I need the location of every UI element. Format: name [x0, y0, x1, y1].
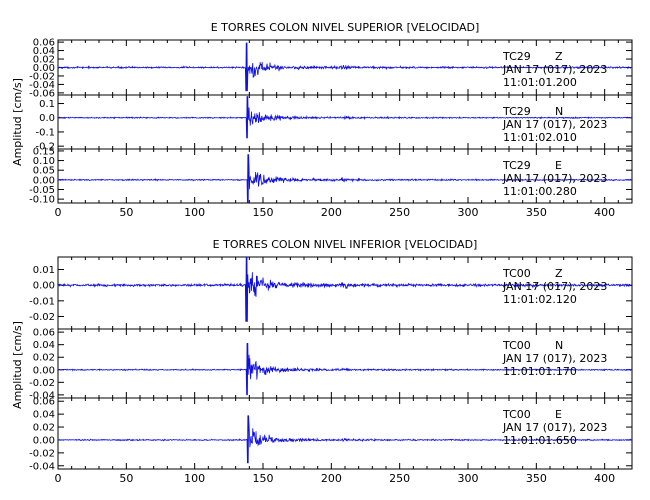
y-tick-label: 0.10: [33, 156, 55, 167]
y-tick-label: 0.00: [33, 281, 55, 292]
y-tick-label: -0.04: [29, 461, 55, 472]
y-tick-label: -0.05: [29, 185, 55, 196]
waveform-trace: [57, 96, 633, 139]
waveform-trace: [57, 154, 633, 204]
x-tick-label: 300: [458, 472, 479, 485]
x-tick-label: 200: [321, 206, 342, 219]
station-code: TC29: [502, 105, 531, 118]
y-tick-label: 0.05: [33, 166, 55, 177]
record-date: JAN 17 (017), 2023: [502, 352, 607, 365]
y-tick-label: 0.02: [33, 423, 55, 434]
x-tick-label: 100: [184, 472, 205, 485]
y-tick-label: 0.00: [33, 365, 55, 376]
record-time: 11:01:02.120: [503, 293, 577, 306]
y-axis-label: Amplitud [cm/s]: [11, 321, 24, 409]
component-label: E: [555, 408, 562, 421]
y-tick-label: 0.02: [33, 55, 55, 66]
x-tick-label: 300: [458, 206, 479, 219]
waveform-trace: [57, 256, 633, 322]
x-tick-label: 150: [253, 206, 274, 219]
y-tick-label: 0.06: [33, 38, 55, 49]
chart-title: E TORRES COLON NIVEL INFERIOR [VELOCIDAD…: [213, 238, 478, 251]
y-tick-label: 0.01: [33, 265, 55, 276]
y-tick-label: 0.0: [39, 113, 55, 124]
x-tick-label: 350: [526, 206, 547, 219]
x-tick-label: 400: [594, 472, 615, 485]
y-tick-label: -0.01: [29, 296, 55, 307]
record-time: 11:01:01.650: [503, 434, 577, 447]
waveform-trace: [57, 342, 633, 396]
record-date: JAN 17 (017), 2023: [502, 421, 607, 434]
waveform-trace: [57, 42, 633, 92]
x-tick-label: 0: [55, 472, 62, 485]
x-tick-label: 250: [389, 206, 410, 219]
record-time: 11:01:01.170: [503, 365, 577, 378]
record-date: JAN 17 (017), 2023: [502, 63, 607, 76]
record-date: JAN 17 (017), 2023: [502, 280, 607, 293]
y-tick-label: 0.1: [39, 99, 55, 110]
y-tick-label: 0.15: [33, 146, 55, 157]
component-label: E: [555, 159, 562, 172]
component-label: Z: [555, 50, 563, 63]
station-code: TC00: [502, 267, 531, 280]
y-tick-label: -0.04: [29, 390, 55, 401]
station-code: TC29: [502, 159, 531, 172]
record-time: 11:01:02.010: [503, 131, 577, 144]
chart-title: E TORRES COLON NIVEL SUPERIOR [VELOCIDAD…: [211, 21, 480, 34]
y-tick-label: -0.1: [35, 127, 55, 138]
x-tick-label: 250: [389, 472, 410, 485]
y-tick-label: -0.02: [29, 378, 55, 389]
y-tick-label: 0.04: [33, 46, 55, 57]
record-time: 11:01:00.280: [503, 185, 577, 198]
waveform-trace: [57, 415, 633, 464]
y-tick-label: -0.04: [29, 80, 55, 91]
y-tick-label: -0.10: [29, 195, 55, 206]
y-tick-label: -0.2: [35, 142, 55, 153]
station-code: TC00: [502, 408, 531, 421]
x-tick-label: 400: [594, 206, 615, 219]
y-tick-label: 0.04: [33, 410, 55, 421]
x-tick-label: 150: [253, 472, 274, 485]
record-time: 11:01:01.200: [503, 76, 577, 89]
x-tick-label: 50: [119, 206, 133, 219]
y-tick-label: 0.00: [33, 63, 55, 74]
y-axis-label: Amplitud [cm/s]: [11, 78, 24, 166]
component-label: Z: [555, 267, 563, 280]
y-tick-label: -0.02: [29, 448, 55, 459]
x-tick-label: 0: [55, 206, 62, 219]
component-label: N: [555, 339, 563, 352]
x-tick-label: 100: [184, 206, 205, 219]
y-tick-label: 0.02: [33, 353, 55, 364]
y-tick-label: -0.02: [29, 312, 55, 323]
y-tick-label: 0.04: [33, 340, 55, 351]
record-date: JAN 17 (017), 2023: [502, 172, 607, 185]
x-tick-label: 350: [526, 472, 547, 485]
y-tick-label: 0.06: [33, 397, 55, 408]
station-code: TC29: [502, 50, 531, 63]
x-tick-label: 50: [119, 472, 133, 485]
y-tick-label: -0.06: [29, 88, 55, 99]
station-code: TC00: [502, 339, 531, 352]
x-tick-label: 200: [321, 472, 342, 485]
record-date: JAN 17 (017), 2023: [502, 118, 607, 131]
component-label: N: [555, 105, 563, 118]
y-tick-label: -0.02: [29, 71, 55, 82]
y-tick-label: 0.00: [33, 435, 55, 446]
y-tick-label: 0.06: [33, 328, 55, 339]
y-tick-label: 0.00: [33, 175, 55, 186]
